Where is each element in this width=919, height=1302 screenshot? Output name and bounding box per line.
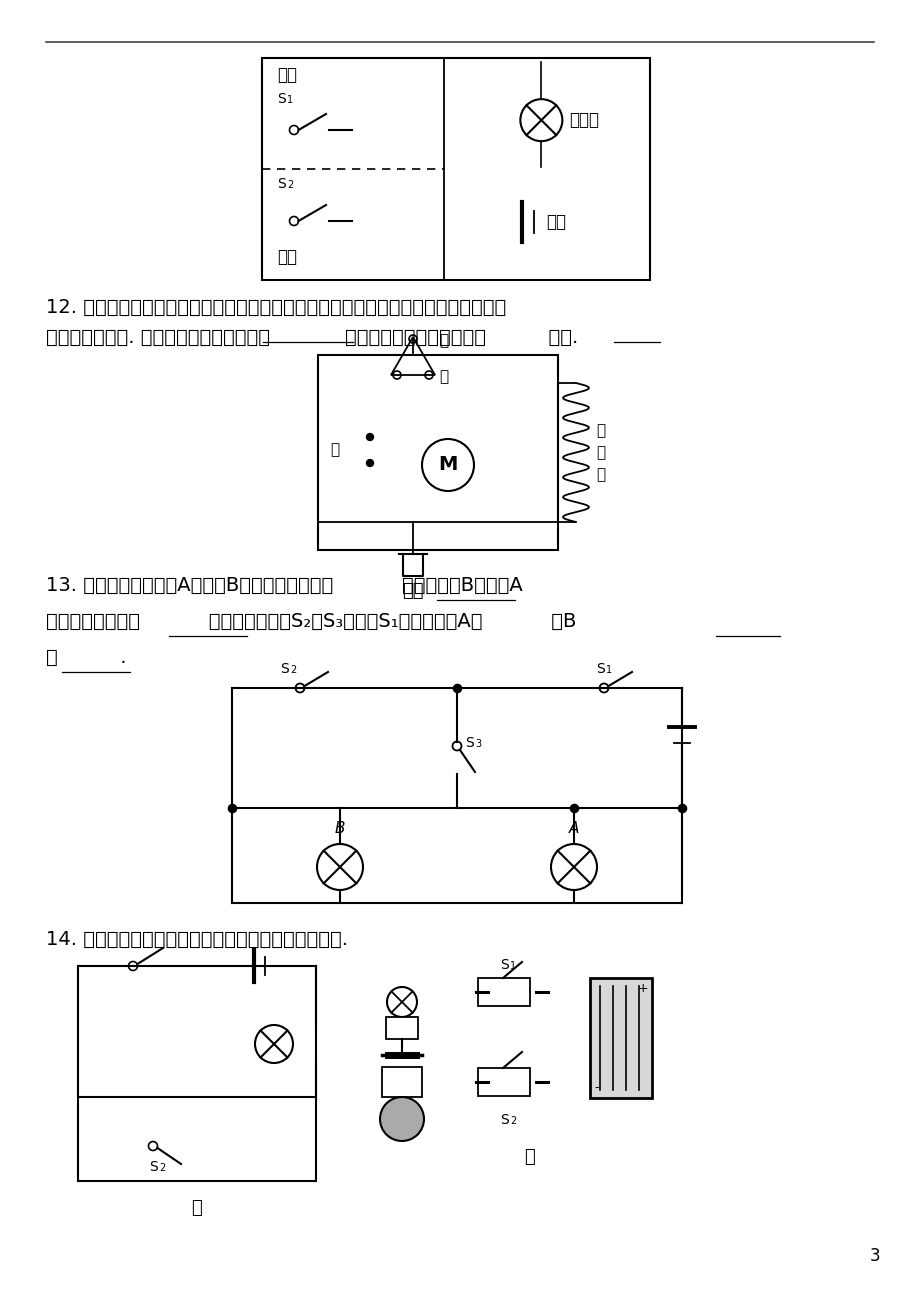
Text: 2: 2 [289, 665, 296, 674]
Text: 1: 1 [287, 95, 293, 105]
Text: 乙: 乙 [524, 1148, 535, 1167]
Bar [381, 1068, 422, 1098]
Bar [262, 59, 650, 280]
Text: 厕所: 厕所 [277, 247, 297, 266]
Text: 电: 电 [596, 423, 605, 437]
Text: 2: 2 [509, 1116, 516, 1126]
Text: S: S [596, 661, 604, 676]
Text: 1: 1 [509, 961, 516, 971]
Text: 插头: 插头 [402, 582, 424, 600]
Text: 2: 2 [287, 180, 293, 190]
Text: -: - [594, 1081, 598, 1094]
Text: 风，也可送冷风. 选择开关在图示位置是送            风，此时电动机和电热丝是          联的.: 风，也可送冷风. 选择开关在图示位置是送 风，此时电动机和电热丝是 联的. [46, 328, 578, 348]
Text: 1: 1 [606, 665, 611, 674]
Circle shape [366, 434, 373, 440]
Text: S: S [499, 1113, 508, 1128]
Text: 3: 3 [474, 740, 481, 749]
Text: S: S [279, 661, 289, 676]
Text: 2: 2 [159, 1163, 165, 1173]
Text: 灯不亮，应将开关           闭合；如果开关S₂、S₃闭合，S₁断开，那么A灯           、B: 灯不亮，应将开关 闭合；如果开关S₂、S₃闭合，S₁断开，那么A灯 、B [46, 612, 575, 631]
Text: A: A [568, 822, 579, 836]
Text: 停: 停 [330, 443, 339, 457]
Text: 冷: 冷 [438, 370, 448, 384]
Bar [478, 1068, 529, 1096]
Text: 指示灯: 指示灯 [569, 111, 598, 129]
Text: S: S [277, 92, 286, 105]
Point [449, 677, 464, 698]
Text: +: + [637, 982, 647, 995]
Circle shape [366, 460, 373, 466]
Bar [478, 978, 529, 1006]
Text: 灯          .: 灯 . [46, 648, 127, 667]
Text: 13. 如图所示，若要使A灯亮而B灯不亮，应将开关           闭合；若使B灯亮而A: 13. 如图所示，若要使A灯亮而B灯不亮，应将开关 闭合；若使B灯亮而A [46, 575, 522, 595]
Bar [386, 1017, 417, 1039]
Text: 丝: 丝 [596, 467, 605, 482]
Point [674, 798, 688, 819]
Text: 热: 热 [438, 333, 448, 349]
Bar [318, 355, 558, 549]
Text: 14. 按照图甲所示的电路图，将图乙中各元件连接起来.: 14. 按照图甲所示的电路图，将图乙中各元件连接起来. [46, 930, 347, 949]
Text: 厕所: 厕所 [277, 66, 297, 85]
Text: 12. 如图所示为电吹风机的典型电路，其中电热丝通电后可发热，电动机启动后可送热: 12. 如图所示为电吹风机的典型电路，其中电热丝通电后可发热，电动机启动后可送热 [46, 298, 505, 316]
Text: S: S [499, 958, 508, 973]
Bar [589, 978, 652, 1098]
Text: 电源: 电源 [545, 214, 565, 232]
Text: S: S [277, 177, 286, 191]
Text: 甲: 甲 [191, 1199, 202, 1217]
Circle shape [380, 1098, 424, 1141]
Text: M: M [437, 456, 457, 474]
Text: B: B [335, 822, 345, 836]
Text: 3: 3 [868, 1247, 879, 1266]
Text: S: S [464, 736, 473, 750]
Point [224, 798, 239, 819]
Text: S: S [149, 1160, 157, 1174]
Text: 热: 热 [596, 445, 605, 460]
Point [566, 798, 581, 819]
